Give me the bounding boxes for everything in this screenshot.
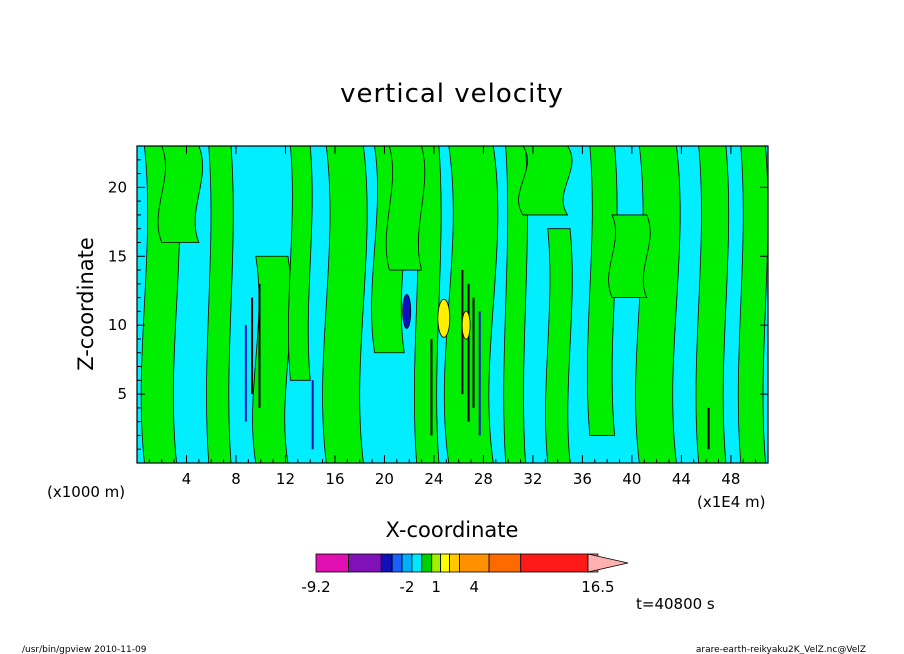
colorbar-bin — [380, 553, 393, 573]
positive-velocity-band — [545, 228, 573, 463]
footer-left: /usr/bin/gpview 2010-11-09 — [22, 645, 147, 654]
velocity-streaks — [244, 270, 710, 450]
positive-velocity-band — [322, 146, 368, 463]
colorbar-labels: -9.2 -2 1 4 16.5 — [301, 578, 614, 596]
colorbar-bin — [421, 553, 433, 573]
x-axis-label: X-coordinate — [386, 518, 519, 542]
updraft-maximum — [437, 298, 451, 338]
colorbar-bin — [411, 553, 423, 573]
chart-title: vertical velocity — [340, 79, 564, 109]
x-tick-label: 36 — [573, 470, 592, 488]
colorbar-label: 16.5 — [581, 578, 614, 596]
colorbar-bin — [459, 553, 490, 573]
positive-velocity-band — [252, 255, 292, 463]
colorbar-overflow-arrow — [587, 553, 629, 573]
positive-velocity-band — [608, 214, 651, 299]
positive-velocity-band — [206, 146, 234, 463]
colorbar-bin — [431, 553, 442, 573]
updraft-cell — [461, 310, 471, 340]
colorbar-label: -2 — [400, 578, 415, 596]
colorbar-label: -9.2 — [301, 578, 330, 596]
footer-right: arare-earth-reikyaku2K_VelZ.nc@VelZ — [696, 645, 866, 654]
colorbar-bin — [488, 553, 522, 573]
x-tick-label: 28 — [474, 470, 493, 488]
colorbar-bin — [520, 553, 589, 573]
colorbar-label: 1 — [431, 578, 441, 596]
colorbar-bin — [449, 553, 460, 573]
x-tick-label: 12 — [276, 470, 295, 488]
y-axis: 5 10 15 20 — [108, 159, 768, 450]
positive-velocity-band — [443, 146, 499, 463]
plot-area — [137, 146, 768, 463]
positive-velocity-band — [503, 146, 528, 463]
positive-velocity-band — [288, 146, 313, 381]
colorbar-label: 4 — [469, 578, 479, 596]
time-label: t=40800 s — [636, 595, 715, 613]
x-tick-label: 44 — [672, 470, 691, 488]
positive-velocity-band — [518, 146, 573, 216]
colorbar-bin — [440, 553, 450, 573]
colorbar-bin — [391, 553, 403, 573]
positive-velocity-band — [157, 146, 203, 243]
positive-velocity-regions — [140, 146, 768, 463]
x-axis: 4 8 12 16 20 24 28 32 36 40 44 48 — [148, 146, 757, 488]
plot-frame — [136, 145, 769, 464]
colorbar-bin — [401, 553, 413, 573]
positive-velocity-band — [385, 146, 426, 271]
y-tick-label: 5 — [117, 385, 127, 403]
y-axis-label: Z-coordinate — [74, 237, 98, 371]
x-tick-label: 40 — [622, 470, 641, 488]
x-tick-label: 32 — [523, 470, 542, 488]
x-tick-label: 20 — [375, 470, 394, 488]
y-tick-label: 20 — [108, 178, 127, 196]
positive-velocity-band — [586, 146, 618, 436]
x-tick-label: 16 — [325, 470, 344, 488]
x-tick-label: 4 — [182, 470, 192, 488]
x-tick-label: 8 — [231, 470, 241, 488]
y-tick-label: 10 — [108, 316, 127, 334]
colorbar-bin — [315, 553, 350, 573]
x-unit-label: (x1E4 m) — [697, 493, 766, 511]
colorbar — [315, 553, 629, 573]
colorbar-bin — [348, 553, 382, 573]
x-tick-label: 24 — [424, 470, 443, 488]
y-tick-label: 15 — [108, 247, 127, 265]
positive-velocity-band — [695, 146, 730, 463]
positive-velocity-band — [413, 146, 442, 463]
downdraft-minimum — [402, 293, 412, 329]
positive-velocity-band — [737, 146, 768, 463]
y-unit-label: (x1000 m) — [47, 483, 125, 501]
x-tick-label: 48 — [721, 470, 740, 488]
